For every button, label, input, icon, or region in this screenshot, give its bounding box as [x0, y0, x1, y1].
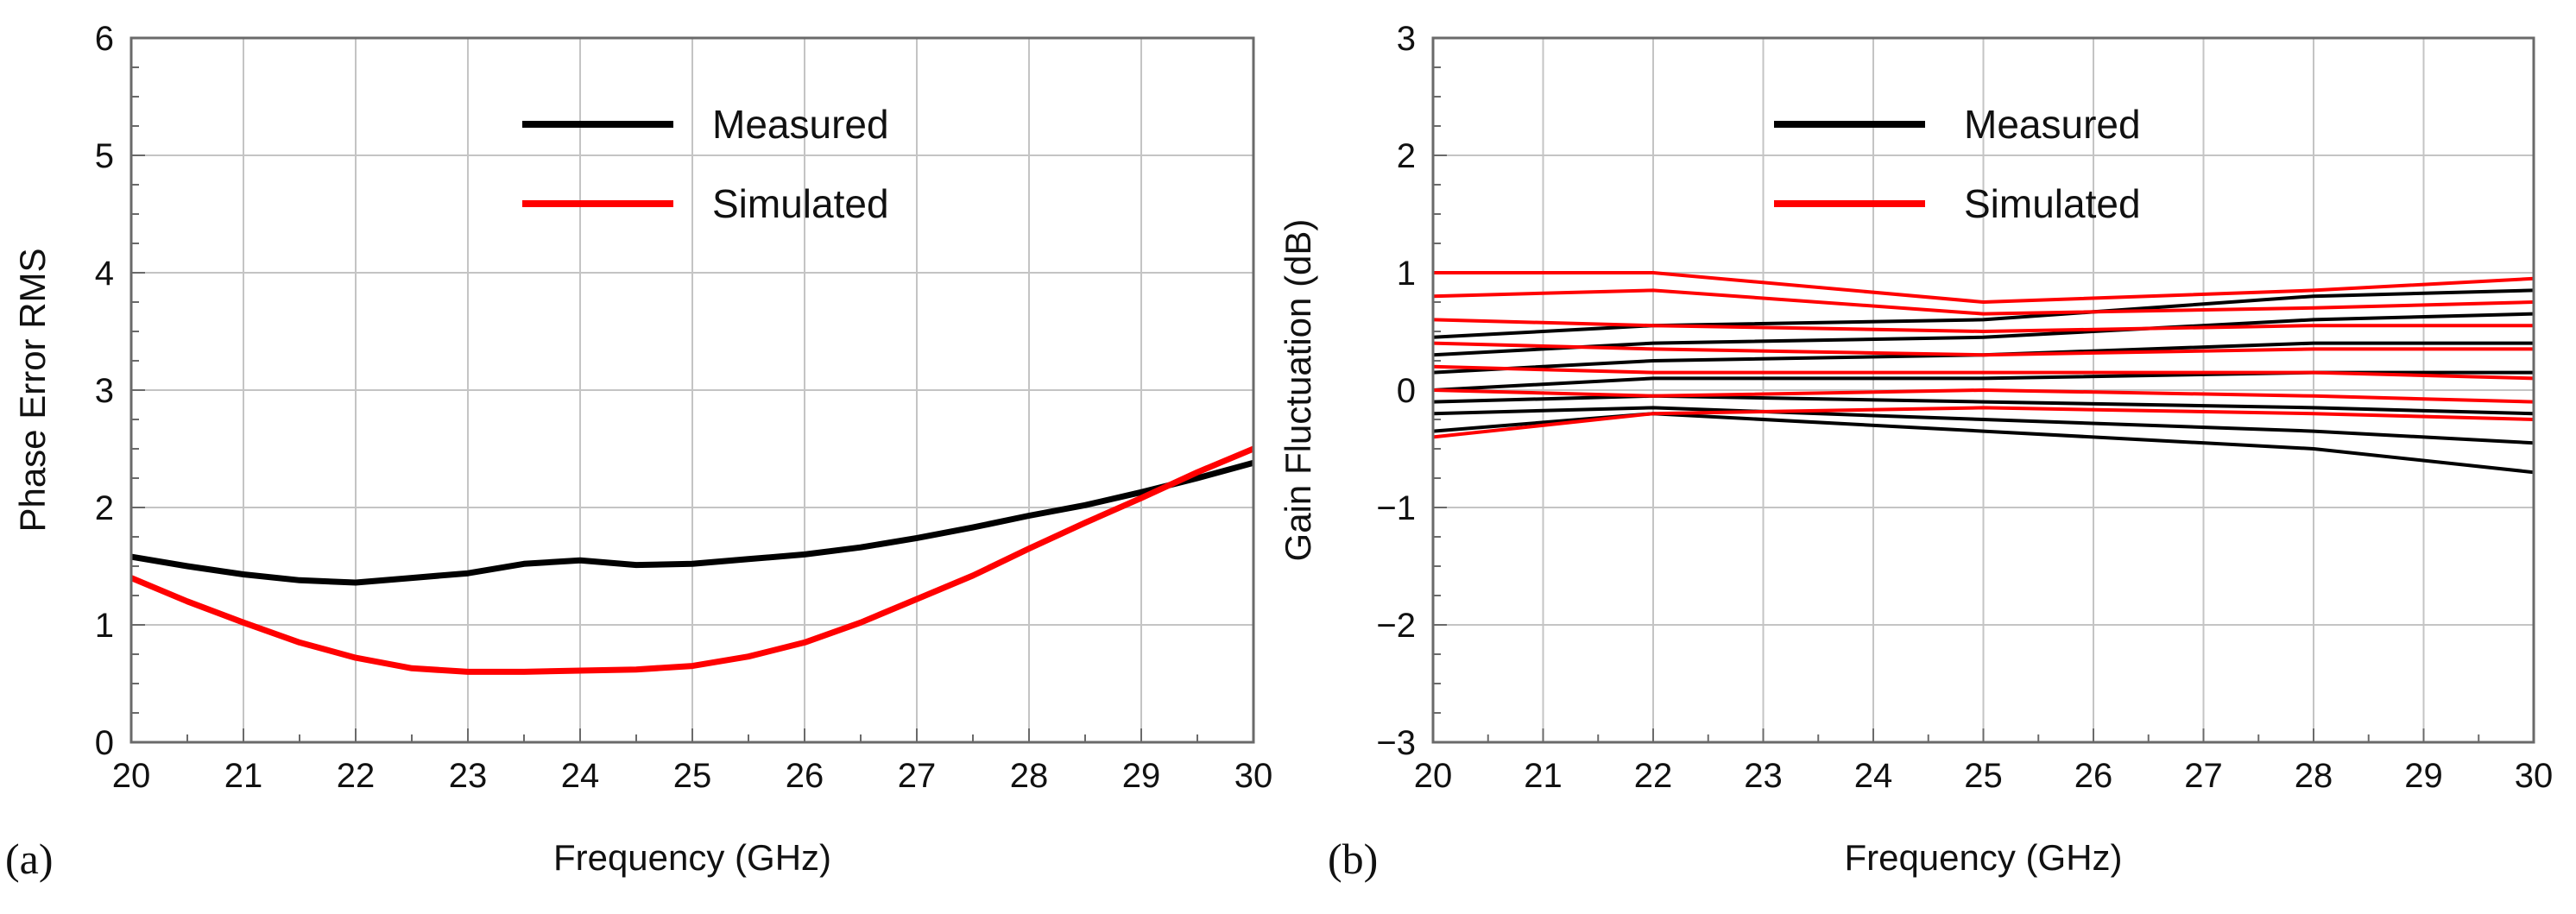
legend-label-measured: Measured — [712, 102, 889, 147]
x-tick-label: 24 — [1854, 757, 1893, 795]
x-tick-label: 22 — [337, 757, 376, 795]
plot-frame — [129, 36, 1255, 744]
chart-panel-b: 20 21 22 23 24 25 26 27 28 29 30−3−2−10123Frequenc… — [1278, 20, 2553, 883]
y-tick-label: 3 — [95, 372, 114, 410]
x-tick-label: 26 — [786, 757, 824, 795]
series-line-simulated — [131, 445, 1253, 675]
series-line-measured — [1433, 406, 2534, 445]
y-tick-label: −3 — [1376, 724, 1416, 762]
series-line-measured — [1433, 412, 2534, 475]
x-tick-label: 25 — [1964, 757, 2003, 795]
y-tick-label: 2 — [1397, 137, 1416, 175]
series-line-measured — [1433, 288, 2534, 339]
panel-label: (a) — [5, 835, 54, 883]
x-tick-label: 29 — [1122, 757, 1161, 795]
x-tick-label: 23 — [1744, 757, 1783, 795]
y-tick-label: 1 — [95, 607, 114, 645]
x-tick-label: 28 — [2295, 757, 2333, 795]
y-tick-label: 2 — [95, 489, 114, 527]
x-tick-label: 25 — [673, 757, 712, 795]
y-tick-label: 4 — [95, 255, 114, 293]
series-line-simulated — [1433, 364, 2534, 381]
x-axis-label: Frequency (GHz) — [553, 837, 831, 878]
series-line-simulated — [1433, 388, 2534, 404]
y-tick-label: −1 — [1376, 489, 1416, 527]
series-line-simulated — [1433, 341, 2534, 357]
x-tick-label: 21 — [224, 757, 263, 795]
series-group — [1433, 271, 2534, 475]
x-tick-label: 24 — [561, 757, 600, 795]
y-tick-label: 1 — [1397, 255, 1416, 293]
y-axis-label: Phase Error RMS — [12, 248, 53, 532]
y-tick-label: −2 — [1376, 607, 1416, 645]
series-line-measured — [1433, 370, 2534, 392]
legend-label-simulated: Simulated — [1964, 181, 2141, 226]
series-line-measured — [131, 459, 1253, 586]
x-tick-label: 27 — [2184, 757, 2223, 795]
x-tick-label: 27 — [898, 757, 937, 795]
y-tick-label: 5 — [95, 137, 114, 175]
legend-label-simulated: Simulated — [712, 181, 889, 226]
x-tick-label: 28 — [1010, 757, 1049, 795]
x-tick-label: 23 — [449, 757, 488, 795]
series-line-simulated — [1433, 406, 2534, 439]
x-tick-label: 26 — [2074, 757, 2113, 795]
y-tick-label: 0 — [95, 724, 114, 762]
x-tick-label: 29 — [2404, 757, 2443, 795]
x-tick-label: 30 — [2515, 757, 2554, 795]
x-tick-label: 21 — [1524, 757, 1563, 795]
series-line-simulated — [1433, 271, 2534, 304]
legend: Measured Simulated — [522, 102, 889, 226]
x-axis-label: Frequency (GHz) — [1844, 837, 2122, 878]
series-group — [131, 445, 1253, 675]
x-tick-label: 20 — [1414, 757, 1453, 795]
panel-label: (b) — [1328, 835, 1378, 883]
series-line-measured — [1433, 394, 2534, 416]
x-tick-label: 22 — [1634, 757, 1673, 795]
legend: Measured Simulated — [1774, 102, 2141, 226]
legend-label-measured: Measured — [1964, 102, 2141, 147]
series-line-simulated — [1433, 318, 2534, 333]
y-tick-label: 0 — [1397, 372, 1416, 410]
y-tick-label: 3 — [1397, 20, 1416, 58]
x-tick-label: 20 — [112, 757, 151, 795]
plot-frame — [1431, 36, 2535, 744]
x-tick-label: 30 — [1234, 757, 1273, 795]
y-tick-label: 6 — [95, 20, 114, 58]
series-line-simulated — [1433, 288, 2534, 316]
y-axis-label: Gain Fluctuation (dB) — [1278, 219, 1318, 562]
